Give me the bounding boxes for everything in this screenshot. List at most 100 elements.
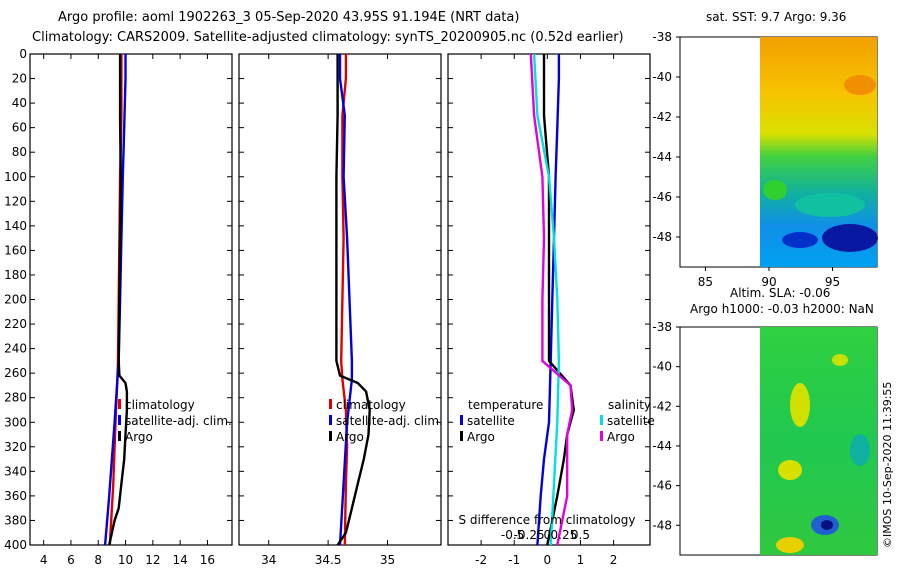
difference-secondary-axis-label: S difference from climatology — [459, 513, 636, 527]
series-line-difference-salinity-satellite — [532, 53, 561, 546]
y-tick-label: 160 — [4, 243, 27, 257]
sla-map — [760, 327, 877, 555]
map-y-tick-label-sst_map: -44 — [652, 150, 672, 164]
sst-warm-patch — [844, 75, 876, 95]
difference-secondary-tick-label: 0 — [544, 528, 552, 542]
map-y-tick-label-sst_map: -46 — [652, 190, 672, 204]
legend-label-difference: satellite — [467, 414, 515, 428]
y-tick-label: 0 — [19, 47, 27, 61]
x-tick-label-difference: -2 — [475, 553, 487, 567]
x-tick-label-temperature: 14 — [172, 553, 187, 567]
y-tick-label: 40 — [12, 96, 27, 110]
map-y-tick-label-sst_map: -38 — [652, 30, 672, 44]
sst-warm-patch — [763, 180, 787, 200]
series-line-difference-temperature-satellite — [536, 54, 561, 546]
legend-swatch-temperature — [118, 431, 121, 441]
legend-label-difference: Argo — [607, 430, 635, 444]
y-tick-label: 120 — [4, 194, 27, 208]
y-tick-label: 100 — [4, 170, 27, 184]
y-tick-label: 200 — [4, 293, 27, 307]
series-line-salinity-satellite-adj-clim- — [338, 54, 354, 546]
legend-swatch-difference — [460, 415, 463, 425]
legend-label-temperature: Argo — [125, 430, 153, 444]
y-tick-label: 80 — [12, 145, 27, 159]
sst-warm-patch — [795, 193, 865, 217]
difference-secondary-tick-label: -0.5 — [501, 528, 524, 542]
difference-secondary-tick-label: -0.25 — [514, 528, 545, 542]
map-x-tick-label-sst_map: 95 — [825, 275, 840, 289]
x-tick-label-temperature: 4 — [40, 553, 48, 567]
map-y-tick-label-sla_map: -48 — [652, 518, 672, 532]
sst-map-title: sat. SST: 9.7 Argo: 9.36 — [706, 10, 846, 24]
chart-marks: 4 6 8 10 12 14 1602040608010012014016018020022… — [4, 30, 840, 567]
legend-swatch-temperature — [118, 399, 121, 409]
legend-label-difference: satellite — [607, 414, 655, 428]
sla-high-patch — [776, 537, 804, 553]
y-tick-label: 60 — [12, 121, 27, 135]
legend-label-salinity: climatology — [336, 398, 406, 412]
x-tick-label-temperature: 12 — [145, 553, 160, 567]
y-tick-label: 140 — [4, 219, 27, 233]
x-tick-label-difference: -1 — [508, 553, 520, 567]
y-tick-label: 340 — [4, 464, 27, 478]
legend-swatch-salinity — [329, 415, 332, 425]
map-y-tick-label-sla_map: -44 — [652, 439, 672, 453]
legend-label-temperature: climatology — [125, 398, 195, 412]
legend-title-temperature: temperature — [468, 398, 543, 412]
series-line-temperature-argo — [108, 54, 129, 546]
y-tick-label: 400 — [4, 538, 27, 552]
series-line-difference-salinity-argo — [529, 53, 574, 546]
legend-label-salinity: Argo — [336, 430, 364, 444]
sla-map-subtitle: Argo h1000: -0.03 h2000: NaN — [690, 302, 874, 316]
x-tick-label-salinity: 34.5 — [315, 553, 342, 567]
sst-cold-patch — [822, 224, 878, 252]
x-tick-label-salinity: 35 — [380, 553, 395, 567]
series-line-salinity-argo — [335, 54, 371, 546]
credit-stamp: ©IMOS 10-Sep-2020 11:39:55 — [881, 382, 894, 548]
map-y-tick-label-sla_map: -38 — [652, 320, 672, 334]
map-y-tick-label-sst_map: -40 — [652, 70, 672, 84]
y-tick-label: 260 — [4, 366, 27, 380]
panel-frame-temperature — [29, 53, 233, 546]
legend-title-salinity: salinity — [608, 398, 651, 412]
y-tick-label: 180 — [4, 268, 27, 282]
legend-label-difference: Argo — [467, 430, 495, 444]
map-x-tick-label-sst_map: 85 — [698, 275, 713, 289]
x-tick-label-temperature: 16 — [200, 553, 215, 567]
figure-title-line-1: Argo profile: aoml 1902263_3 05-Sep-2020… — [58, 10, 519, 25]
legend-label-salinity: satellite-adj. clim. — [336, 414, 443, 428]
map-y-tick-label-sla_map: -40 — [652, 360, 672, 374]
y-tick-label: 380 — [4, 513, 27, 527]
sla-low-patch — [850, 434, 870, 466]
legend-swatch-difference — [600, 415, 603, 425]
difference-secondary-tick-label: 0.5 — [571, 528, 590, 542]
y-tick-label: 360 — [4, 489, 27, 503]
sla-low-patch — [821, 520, 833, 530]
map-y-tick-label-sla_map: -46 — [652, 479, 672, 493]
legend-swatch-difference — [600, 431, 603, 441]
y-tick-label: 320 — [4, 440, 27, 454]
x-tick-label-temperature: 10 — [118, 553, 133, 567]
sla-high-patch — [832, 354, 848, 366]
sst-map — [760, 37, 878, 267]
legend-swatch-salinity — [329, 399, 332, 409]
x-tick-label-salinity: 34 — [261, 553, 276, 567]
y-tick-label: 280 — [4, 391, 27, 405]
x-tick-label-difference: 1 — [577, 553, 585, 567]
y-tick-label: 300 — [4, 415, 27, 429]
y-tick-label: 20 — [12, 72, 27, 86]
x-tick-label-temperature: 6 — [67, 553, 75, 567]
sla-map-title: Altim. SLA: -0.06 — [730, 286, 830, 300]
map-x-tick-label-sst_map: 90 — [761, 275, 776, 289]
panel-frame-salinity — [238, 53, 442, 546]
sst-cold-patch — [782, 232, 818, 248]
legend-swatch-difference — [460, 431, 463, 441]
legend-swatch-temperature — [118, 415, 121, 425]
x-tick-label-difference: 2 — [610, 553, 618, 567]
map-y-tick-label-sst_map: -42 — [652, 110, 672, 124]
difference-secondary-tick-label: 0.25 — [551, 528, 578, 542]
figure-title-line-2: Climatology: CARS2009. Satellite-adjuste… — [32, 30, 624, 45]
x-tick-label-difference: 0 — [544, 553, 552, 567]
x-tick-label-temperature: 8 — [94, 553, 102, 567]
